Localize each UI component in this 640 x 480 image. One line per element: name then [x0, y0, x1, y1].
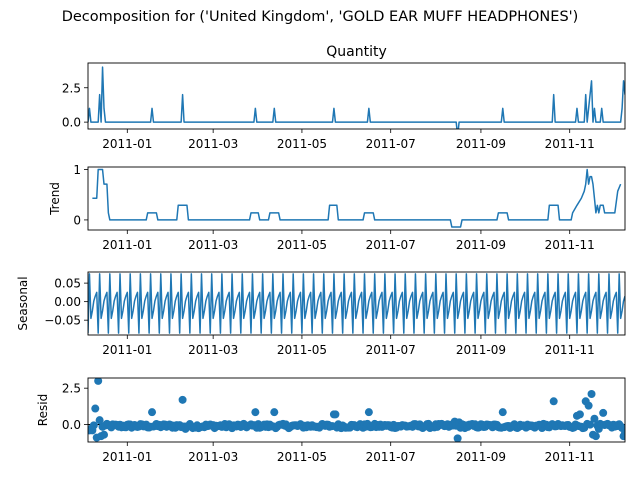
x-tick-label: 2011-07: [366, 343, 416, 357]
plot-area: [88, 378, 625, 442]
y-tick-label: 2.5: [62, 81, 81, 95]
subplot-2: 0 1 2011-01 2011-03 2011-05 2011-07 2011-09 201…: [48, 163, 626, 252]
resid-point: [453, 434, 462, 442]
subplot-panels: 0.0 2.5 2011-01 2011-03 2011-05 2011-07 2011-0…: [16, 44, 626, 464]
resid-point: [148, 408, 157, 417]
y-tick-label: 0.00: [54, 295, 81, 309]
resid-point: [251, 408, 260, 417]
resid-point: [178, 395, 187, 404]
x-tick-label: 2011-05: [277, 450, 327, 464]
y-tick-label: 2.5: [62, 382, 81, 396]
plot-area: [88, 66, 625, 129]
x-tick-label: 2011-03: [188, 343, 238, 357]
x-tick-label: 2011-07: [366, 450, 416, 464]
x-tick-label: 2011-01: [102, 450, 152, 464]
y-axis-label: Seasonal: [16, 276, 30, 330]
subplot-title: Quantity: [326, 44, 387, 60]
x-tick-label: 2011-09: [456, 137, 506, 151]
x-tick-label: 2011-11: [545, 238, 595, 252]
x-tick-label: 2011-11: [545, 450, 595, 464]
x-tick-label: 2011-07: [366, 137, 416, 151]
x-tick-label: 2011-11: [545, 343, 595, 357]
y-tick-label: 0.05: [54, 277, 81, 291]
axes-frame: [87, 166, 626, 231]
resid-point: [599, 408, 608, 417]
seasonal-line: [88, 273, 625, 334]
x-tick-label: 2011-09: [456, 450, 506, 464]
resid-point: [95, 416, 104, 425]
x-tick-label: 2011-01: [102, 343, 152, 357]
x-tick-label: 2011-01: [102, 238, 152, 252]
resid-point: [584, 401, 593, 410]
x-tick-label: 2011-05: [277, 238, 327, 252]
axes-frame: [87, 377, 626, 443]
figure-suptitle: Decomposition for ('United Kingdom', 'GO…: [62, 9, 579, 25]
y-axis-label: Trend: [48, 182, 62, 216]
resid-point: [100, 430, 109, 439]
y-tick-label: 0: [73, 213, 81, 227]
resid-point: [587, 390, 596, 398]
x-tick-label: 2011-09: [456, 238, 506, 252]
x-tick-label: 2011-05: [277, 343, 327, 357]
resid-point: [498, 408, 507, 417]
subplot-1: 0.0 2.5 2011-01 2011-03 2011-05 2011-07 2011-0…: [62, 44, 626, 151]
axes-frame: [87, 62, 626, 130]
y-tick-label: 0.0: [62, 116, 81, 130]
resid-point: [575, 410, 584, 419]
resid-point: [331, 410, 340, 419]
resid-point: [591, 432, 600, 441]
resid-point: [549, 397, 558, 406]
series-line: [88, 66, 625, 129]
series-line: [92, 168, 622, 228]
resid-point: [364, 408, 373, 417]
resid-point: [621, 429, 625, 438]
resid-point: [91, 404, 100, 413]
x-tick-label: 2011-03: [188, 238, 238, 252]
resid-point: [89, 421, 98, 430]
resid-point: [590, 414, 599, 423]
axes-frame: [87, 271, 626, 336]
x-tick-label: 2011-05: [277, 137, 327, 151]
resid-point: [270, 408, 279, 417]
x-tick-label: 2011-01: [102, 137, 152, 151]
y-tick-label: 0.0: [62, 418, 81, 432]
x-tick-label: 2011-03: [188, 450, 238, 464]
x-tick-label: 2011-07: [366, 238, 416, 252]
x-tick-label: 2011-09: [456, 343, 506, 357]
subplot-4: 0.0 2.5 2011-01 2011-03 2011-05 2011-07 2011-0…: [36, 377, 626, 464]
plot-area: [92, 168, 622, 228]
resid-point: [586, 420, 595, 429]
resid-point: [94, 378, 103, 385]
y-tick-label: 1: [73, 163, 81, 177]
y-tick-label: −0.05: [44, 314, 81, 328]
plot-area: [88, 273, 625, 334]
x-tick-label: 2011-03: [188, 137, 238, 151]
y-axis-label: Resid: [36, 394, 50, 426]
subplot-3: 0.05 0.00 −0.05 2011-01 2011-03 2011-05 2011-0…: [16, 271, 626, 357]
x-tick-label: 2011-11: [545, 137, 595, 151]
